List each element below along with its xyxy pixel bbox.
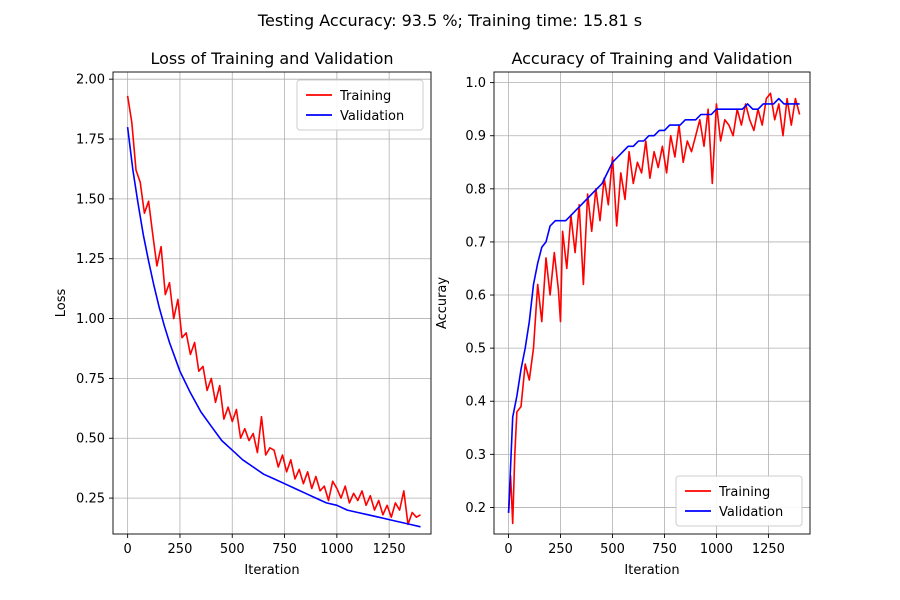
grid (494, 72, 810, 534)
axes-frame (112, 71, 432, 535)
series-line-training (507, 92, 801, 525)
y-tick-label: 0.5 (465, 342, 486, 357)
x-tick-label: 1000 (320, 542, 353, 557)
y-tick-label: 0.25 (76, 492, 105, 507)
y-tick-label: 1.75 (76, 133, 105, 148)
x-tick-label: 500 (220, 542, 245, 557)
y-tick-label: 0.2 (465, 501, 486, 516)
legend: Training Validation (296, 79, 424, 131)
y-tick-label: 0.50 (76, 432, 105, 447)
y-tick-label: 0.7 (465, 235, 486, 250)
y-tick-label: 0.9 (465, 129, 486, 144)
y-tick-label: 0.8 (465, 182, 486, 197)
x-tick-label: 0 (504, 542, 512, 557)
y-axis-label: Accuray (435, 277, 450, 330)
legend-label-validation: Validation (340, 109, 404, 124)
x-tick-label: 1250 (752, 542, 785, 557)
legend: Training Validation (675, 475, 803, 527)
series-line-validation (507, 97, 800, 513)
loss-chart: 0 250 500 750 1000 1250 0.25 0.50 0.75 1.00 1.25 1.… (54, 49, 432, 578)
x-tick-label: 750 (272, 542, 297, 557)
y-axis-label: Loss (54, 289, 69, 318)
y-tick-label: 2.00 (76, 73, 105, 88)
series-line-validation (126, 127, 421, 528)
y-tick-label: 0.4 (465, 395, 486, 410)
x-tick-label: 1250 (373, 542, 406, 557)
y-tick-label: 0.3 (465, 448, 486, 463)
x-tick-label: 250 (548, 542, 573, 557)
figure-suptitle: Testing Accuracy: 93.5 %; Training time:… (257, 11, 642, 30)
accuracy-chart: 0 250 500 750 1000 1250 0.2 0.3 0.4 0.5 0.6 0.7 0.8 0… (435, 49, 811, 578)
x-tick-label: 750 (652, 542, 677, 557)
legend-label-training: Training (718, 485, 770, 500)
x-tick-label: 0 (124, 542, 132, 557)
y-tick-label: 0.75 (76, 372, 105, 387)
chart-title: Loss of Training and Validation (150, 49, 393, 68)
y-tick-label: 1.00 (76, 312, 105, 327)
x-axis-label: Iteration (624, 563, 679, 578)
y-tick-label: 1.0 (465, 76, 486, 91)
axes-frame (493, 71, 811, 535)
grid (113, 72, 431, 534)
legend-box (675, 475, 803, 527)
chart-title: Accuracy of Training and Validation (511, 49, 792, 68)
x-tick-label: 1000 (700, 542, 733, 557)
legend-label-training: Training (339, 89, 391, 104)
y-tick-label: 1.25 (76, 252, 105, 267)
x-tick-label: 250 (168, 542, 193, 557)
y-tick-label: 1.50 (76, 192, 105, 207)
x-tick-label: 500 (600, 542, 625, 557)
y-tick-label: 0.6 (465, 289, 486, 304)
series-line-training (126, 95, 421, 526)
x-axis-label: Iteration (244, 563, 299, 578)
legend-label-validation: Validation (719, 505, 783, 520)
legend-box (296, 79, 424, 131)
